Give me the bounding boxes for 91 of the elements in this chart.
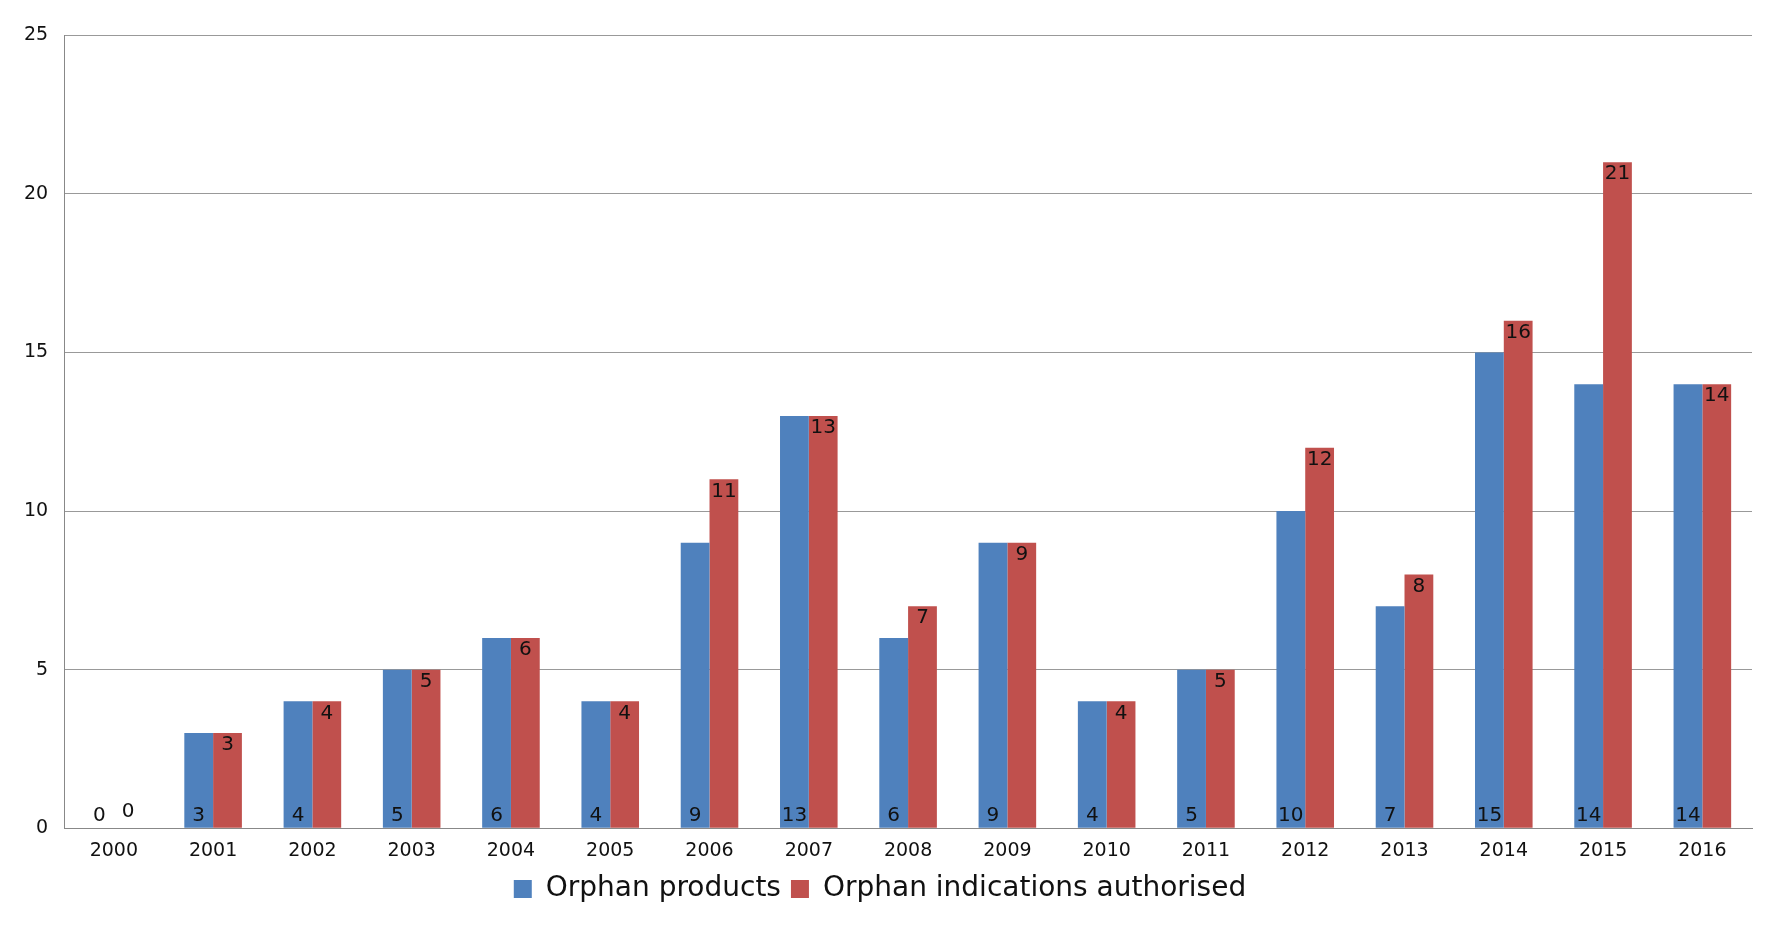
bar <box>1106 701 1136 828</box>
bar <box>184 733 214 828</box>
bar <box>283 701 313 828</box>
data-label: 11 <box>711 477 737 502</box>
data-label: 3 <box>221 731 234 756</box>
bar <box>978 542 1008 828</box>
data-label: 4 <box>618 699 631 724</box>
x-tick-label: 2013 <box>1380 837 1429 860</box>
bar <box>879 637 909 828</box>
legend-label: Orphan indications authorised <box>822 870 1247 904</box>
bar <box>680 542 710 828</box>
bar <box>780 415 809 828</box>
data-label: 5 <box>1185 801 1198 826</box>
bar <box>1375 606 1405 828</box>
bar <box>411 669 441 828</box>
bar <box>482 637 511 828</box>
data-label: 14 <box>1575 801 1602 826</box>
data-label: 3 <box>192 801 206 826</box>
bar <box>312 701 342 828</box>
data-label: 9 <box>986 801 1000 826</box>
data-label: 9 <box>1015 541 1029 565</box>
data-label: 4 <box>589 801 603 826</box>
data-label: 8 <box>1412 572 1426 597</box>
data-label: 6 <box>887 801 901 826</box>
bar <box>1603 162 1632 828</box>
y-tick-label: 5 <box>36 656 49 679</box>
y-tick-label: 20 <box>23 180 49 203</box>
x-tick-label: 2010 <box>1082 837 1131 860</box>
bar <box>1205 669 1235 828</box>
data-label: 14 <box>1675 801 1701 826</box>
bar <box>510 637 540 828</box>
y-tick-label: 10 <box>23 498 49 521</box>
x-tick-label: 2015 <box>1578 837 1628 860</box>
data-label: 6 <box>518 636 532 661</box>
x-tick-label: 2009 <box>983 837 1032 860</box>
bar <box>1177 669 1206 828</box>
bar <box>1305 447 1335 828</box>
x-tick-label: 2012 <box>1281 837 1330 860</box>
data-label: 4 <box>1114 699 1128 724</box>
data-label: 13 <box>781 801 808 826</box>
y-tick-label: 0 <box>36 815 49 838</box>
x-tick-label: 2003 <box>387 837 436 860</box>
bar <box>709 479 739 828</box>
data-label: 4 <box>1085 801 1099 826</box>
x-tick-label: 2011 <box>1181 837 1231 860</box>
data-label: 5 <box>419 667 433 692</box>
y-tick-label: 25 <box>23 22 49 45</box>
x-tick-label: 2005 <box>586 837 635 860</box>
x-tick-label: 2014 <box>1479 837 1528 860</box>
data-label: 15 <box>1476 801 1503 826</box>
data-label: 10 <box>1278 801 1304 826</box>
data-label: 12 <box>1306 445 1333 470</box>
x-tick-label: 2016 <box>1678 837 1727 860</box>
bar <box>1007 542 1037 828</box>
data-label: 7 <box>916 604 929 629</box>
x-tick-label: 2008 <box>883 837 933 860</box>
bar <box>808 415 838 828</box>
data-label: 14 <box>1704 382 1730 407</box>
x-tick-label: 2007 <box>784 837 833 860</box>
x-tick-label: 2002 <box>288 837 337 860</box>
bar <box>908 606 937 828</box>
bar <box>1574 384 1604 828</box>
x-tick-label: 2006 <box>685 837 734 860</box>
bar <box>581 701 611 828</box>
bar <box>1702 384 1732 828</box>
data-label: 4 <box>320 699 334 724</box>
bar <box>1503 320 1533 828</box>
data-label: 5 <box>390 801 404 826</box>
x-tick-label: 2001 <box>188 837 238 860</box>
bar <box>1077 701 1107 828</box>
data-label: 13 <box>810 414 836 439</box>
legend-label: Orphan products <box>545 870 781 904</box>
y-tick-label: 15 <box>23 339 49 362</box>
data-label: 4 <box>291 801 305 826</box>
bar <box>213 733 242 828</box>
x-tick-label: 2004 <box>486 837 536 860</box>
data-label: 16 <box>1505 319 1531 344</box>
data-label: 0 <box>121 798 135 823</box>
data-label: 21 <box>1604 160 1631 185</box>
x-tick-label: 2000 <box>89 837 138 860</box>
data-label: 9 <box>688 801 702 826</box>
bar <box>1673 384 1703 828</box>
data-label: 5 <box>1213 667 1227 692</box>
bar <box>1404 574 1434 828</box>
bar <box>610 701 640 828</box>
data-label: 0 <box>93 802 106 827</box>
data-label: 6 <box>490 801 503 826</box>
data-label: 7 <box>1383 801 1397 826</box>
bar <box>1276 511 1306 828</box>
bar <box>382 669 412 828</box>
bar <box>1475 352 1504 828</box>
